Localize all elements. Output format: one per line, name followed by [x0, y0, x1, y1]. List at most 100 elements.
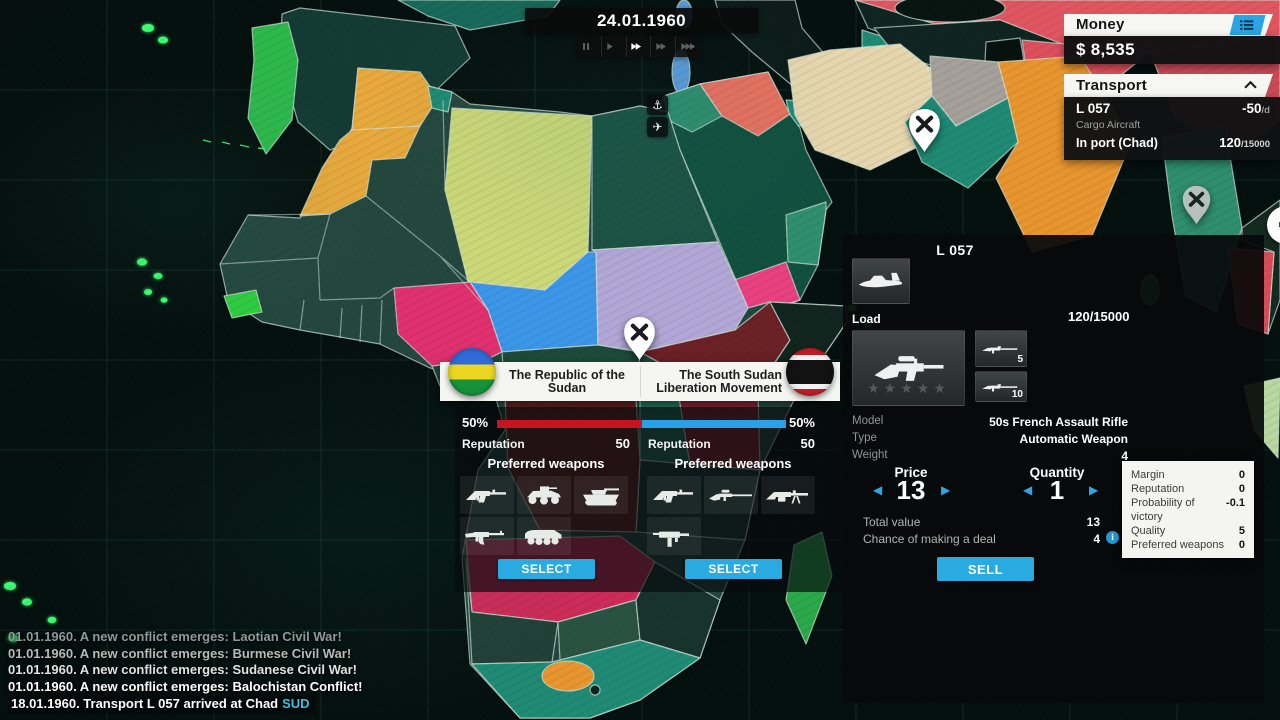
conflict-pin-balochistan-conflict[interactable] [906, 107, 943, 154]
quantity-increase-arrow[interactable]: ▶ [1089, 483, 1099, 497]
flag-south-sudan-liberation-movement[interactable] [786, 348, 834, 396]
tooltip-label: Reputation [1131, 483, 1185, 495]
flag-republic-of-sudan[interactable] [448, 348, 496, 396]
transport-body[interactable]: L 057 -50/d Cargo Aircraft In port (Chad… [1064, 97, 1280, 160]
total-label: Chance of making a deal [863, 532, 996, 546]
tooltip-value: 0 [1238, 539, 1245, 551]
weapon-card-machine-gun[interactable] [761, 476, 815, 514]
balance-bar [497, 420, 786, 428]
star-icon: ★ [883, 381, 901, 397]
weapon-card-assault-rifle[interactable] [647, 476, 701, 514]
balance-bar-right [641, 420, 786, 428]
log-line: 01.01.1960. A new conflict emerges: Burm… [8, 645, 352, 661]
sniper-rifle-icon [707, 481, 755, 509]
assault-rifle-icon [650, 481, 698, 509]
select-button-left[interactable]: SELECT [498, 559, 595, 579]
playback-play[interactable] [600, 36, 626, 57]
share-left: 50% [462, 415, 489, 430]
transport-title: Transport [1076, 77, 1147, 94]
assault-rifle-icon [463, 481, 511, 509]
weapon-card-ak-rifle[interactable] [460, 517, 514, 555]
tooltip-value: -0.1 [1226, 497, 1245, 509]
money-body: $ 8,535 [1064, 36, 1280, 64]
transport-type: Cargo Aircraft [1076, 119, 1141, 131]
fast-forward-2-icon [656, 43, 667, 50]
chevron-up-icon[interactable] [1244, 81, 1257, 89]
playback-controls [577, 36, 700, 57]
star-icon: ★ [933, 381, 950, 397]
reputation-label-left: Reputation [462, 437, 525, 451]
fast-forward-icon [631, 43, 642, 50]
tooltip-value: 0 [1238, 483, 1245, 495]
tooltip-label: Probability of victory [1131, 497, 1195, 523]
log-line: 18.01.1960. Transport L 057 arrived at C… [8, 696, 316, 714]
weapon-card-apc[interactable] [517, 517, 571, 555]
tooltip-row: Margin 0 [1131, 468, 1245, 482]
money-header: Money [1064, 14, 1273, 36]
apc-icon [520, 522, 568, 550]
pause-icon [582, 43, 589, 50]
tooltip-row: Reputation 0 [1131, 482, 1245, 496]
price-increase-arrow[interactable]: ▶ [941, 483, 951, 497]
poi-port-icon[interactable]: ⚓ [647, 95, 668, 115]
log-link-sud[interactable]: SUD [282, 696, 310, 711]
cargo-title: L 057 [936, 242, 974, 258]
conflict-x-icon [1180, 184, 1213, 226]
balance-bar-left [497, 420, 642, 428]
quality-stars: ★★★★★ [867, 381, 950, 397]
smg-icon [650, 522, 698, 550]
weapons-grid-left [460, 476, 634, 555]
tooltip-value: 5 [1238, 525, 1245, 537]
preferred-weapons-header-left: Preferred weapons [487, 456, 605, 471]
main-cargo-card[interactable]: ★★★★★ [852, 330, 965, 406]
list-icon [1240, 19, 1254, 31]
load-label: Load [852, 312, 881, 326]
play-icon [607, 43, 613, 50]
cargo-qty-badge: 5 [1017, 354, 1023, 365]
faction-name-right: The South Sudan Liberation Movement [656, 367, 782, 395]
fast-forward-3-icon [681, 43, 696, 50]
event-log: 01.01.1960. A new conflict emerges: Laot… [8, 629, 362, 714]
poi-airport-icon[interactable]: ✈ [647, 117, 668, 137]
spec-label: Weight [852, 449, 888, 461]
weapons-grid-right [647, 476, 821, 555]
spec-value: 50s French Assault Rifle [989, 415, 1128, 429]
conflict-pin-sudanese-civil-war[interactable] [621, 315, 658, 362]
reputation-value-left: 50 [615, 436, 630, 451]
playback-fast-forward[interactable] [625, 36, 651, 57]
playback-fast-forward-3[interactable] [675, 36, 700, 57]
weapon-card-smg[interactable] [647, 517, 701, 555]
tooltip-value: 0 [1238, 469, 1245, 481]
info-icon[interactable]: i [1106, 531, 1119, 544]
log-line: 01.01.1960. A new conflict emerges: Suda… [8, 662, 357, 677]
spec-row-weight: Weight 4 [852, 449, 1128, 463]
playback-fast-forward-2[interactable] [650, 36, 675, 57]
playback-pause[interactable] [577, 36, 601, 57]
spec-row-type: Type Automatic Weapon [852, 432, 1128, 446]
faction-divider [640, 366, 641, 397]
weapon-card-assault-rifle[interactable] [460, 476, 514, 514]
transport-vehicle: L 057 [1076, 101, 1111, 116]
total-row: Chance of making a deal 4 [863, 532, 1100, 546]
money-title: Money [1076, 16, 1125, 33]
sell-button[interactable]: SELL [937, 557, 1034, 581]
weapon-card-tank[interactable] [574, 476, 628, 514]
side-cargo-card-1[interactable]: 5 [975, 330, 1027, 367]
transport-status: In port (Chad) [1076, 136, 1158, 150]
conflict-pin-burmese-civil-war[interactable] [1180, 184, 1213, 226]
star-icon: ★ [900, 381, 917, 397]
side-cargo-card-2[interactable]: 10 [975, 371, 1027, 402]
money-menu-button[interactable] [1230, 15, 1266, 35]
transport-header[interactable]: Transport [1064, 74, 1273, 97]
conflict-x-icon [621, 315, 658, 362]
weapon-card-armored-car[interactable] [517, 476, 571, 514]
weapon-card-sniper-rifle[interactable] [704, 476, 758, 514]
tooltip-label: Preferred weapons [1131, 539, 1224, 551]
cargo-aircraft-thumbnail[interactable] [852, 258, 910, 304]
select-button-right[interactable]: SELECT [685, 559, 782, 579]
star-icon: ★ [916, 381, 934, 397]
star-icon: ★ [867, 381, 884, 397]
price-value: 13 [896, 475, 926, 505]
reputation-value-right: 50 [800, 436, 815, 451]
